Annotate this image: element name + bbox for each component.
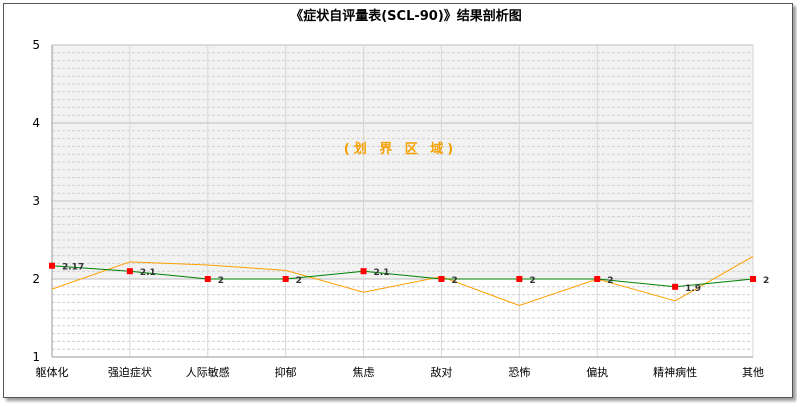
plot-area: 1 2 3 4 5 (划 界 区 域) 躯体化 强迫症状 人际敏感 抑郁 焦虑 敌对 恐怖 偏执 精神病性 其… xyxy=(32,38,769,379)
data-point xyxy=(516,276,523,282)
data-point xyxy=(750,276,756,282)
data-point xyxy=(594,276,601,282)
data-label: 2.1 xyxy=(374,268,390,278)
x-tick-label: 敌对 xyxy=(430,365,452,379)
series-line xyxy=(51,255,754,307)
zone-annotation: (划 界 区 域) xyxy=(344,141,457,157)
x-tick-label: 人际敏感 xyxy=(186,365,230,379)
data-label: 2 xyxy=(451,276,457,286)
data-point xyxy=(672,283,679,290)
y-tick-label: 5 xyxy=(32,38,40,52)
series-line xyxy=(51,265,754,288)
x-tick-label: 强迫症状 xyxy=(108,365,152,379)
data-point xyxy=(282,276,289,282)
data-point xyxy=(204,276,211,282)
x-tick-label: 恐怖 xyxy=(508,365,530,379)
chart-title: 《症状自评量表(SCL-90)》结果剖析图 xyxy=(290,8,522,24)
data-label: 1.9 xyxy=(685,284,701,294)
y-tick-label: 2 xyxy=(32,272,40,286)
data-label: 2 xyxy=(607,276,613,286)
data-label: 2.1 xyxy=(140,268,156,278)
data-label: 2 xyxy=(218,276,224,286)
y-tick-label: 3 xyxy=(32,194,40,208)
x-tick-label: 抑郁 xyxy=(275,365,297,379)
y-tick-label: 1 xyxy=(32,350,40,364)
x-tick-label: 躯体化 xyxy=(36,365,69,379)
data-point xyxy=(360,268,367,275)
data-label: 2 xyxy=(296,276,302,286)
x-tick-label: 精神病性 xyxy=(653,365,697,379)
data-label: 2.17 xyxy=(62,263,84,273)
data-point xyxy=(438,276,445,282)
data-point xyxy=(126,268,133,275)
y-tick-label: 4 xyxy=(32,116,40,130)
data-label: 2 xyxy=(529,276,535,286)
data-label: 2 xyxy=(763,276,769,286)
data-point xyxy=(49,262,55,269)
x-tick-label: 焦虑 xyxy=(353,366,375,379)
x-tick-label: 偏执 xyxy=(586,365,608,379)
x-tick-label: 其他 xyxy=(742,366,764,379)
